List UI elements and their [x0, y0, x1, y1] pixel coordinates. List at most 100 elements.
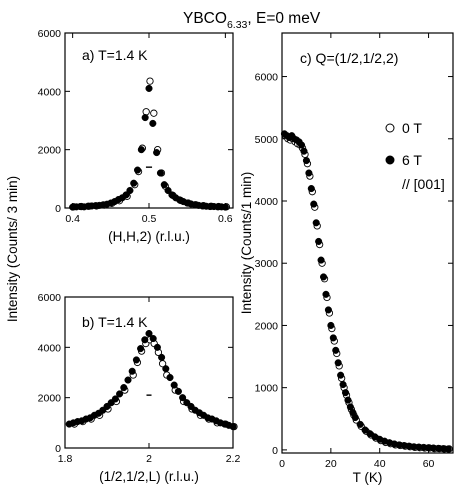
data-point-filled-b [174, 387, 182, 395]
data-point-filled-c [324, 306, 332, 314]
y-tick-label-c: 3000 [255, 258, 279, 270]
panel-b: 1.8 2 2.2 0 2000 4000 6000 b) T=1.4 K (1/2,1/2,L… [38, 292, 241, 484]
data-point-filled-c [339, 381, 347, 389]
data-point-filled-c [312, 219, 320, 227]
x-tick-label-b: 2 [146, 453, 152, 465]
data-point-filled-b [158, 353, 166, 361]
data-point-filled-a [221, 203, 229, 211]
x-axis-label-b: (1/2,1/2,L) (r.l.u.) [99, 469, 199, 484]
panel-c: 0 20 40 60 0 1000 2000 3000 4000 5000 6000 c) Q=(1/… [239, 32, 454, 485]
y-tick-label-b: 2000 [38, 393, 62, 405]
data-point-filled-a [126, 186, 134, 195]
plot-frame-c [281, 32, 454, 454]
data-point-filled-c [361, 426, 369, 434]
data-point-filled-a [153, 149, 161, 157]
data-point-filled-b [124, 376, 132, 384]
data-point-filled-b [132, 356, 140, 364]
legend-marker-filled [385, 155, 395, 165]
data-point-filled-c [444, 445, 452, 453]
data-point-filled-b [116, 390, 124, 398]
x-tick-label-c: 20 [325, 458, 337, 470]
data-point-filled-c [356, 420, 364, 428]
data-point-filled-c [332, 346, 340, 354]
legend-note: // [001] [402, 176, 445, 192]
data-point-open-a [150, 109, 158, 117]
data-point-filled-c [315, 237, 323, 245]
x-tick-label-a: 0.4 [65, 213, 80, 225]
x-tick-label-b: 2.2 [226, 453, 241, 465]
data-point-filled-c [310, 200, 318, 208]
data-point-filled-b [162, 365, 170, 373]
data-point-filled-c [302, 157, 310, 165]
legend-marker-open [385, 123, 395, 133]
data-point-filled-b [137, 345, 145, 353]
data-point-filled-c [305, 169, 313, 177]
y-tick-label-b: 4000 [38, 342, 62, 354]
x-tick-label-c: 40 [374, 458, 386, 470]
data-point-filled-c [319, 273, 328, 281]
data-point-filled-c [327, 321, 335, 329]
figure-title: YBCO6.33, E=0 meV [183, 10, 321, 31]
data-point-open-a [142, 108, 150, 116]
x-tick-label-b: 1.8 [58, 453, 73, 465]
x-axis-label-c: T (K) [353, 470, 383, 485]
data-point-filled-b [179, 394, 187, 402]
data-point-filled-c [307, 185, 315, 193]
left-y-axis-label: Intensity (Counts/ 3 min) [5, 176, 20, 322]
data-point-filled-a [145, 84, 153, 92]
data-point-filled-b [153, 343, 161, 351]
data-point-filled-c [329, 334, 337, 342]
data-point-filled-a [130, 179, 138, 187]
y-tick-label-a: 6000 [38, 28, 62, 40]
data-point-filled-b [166, 373, 174, 382]
x-tick-label-a: 0.6 [218, 213, 233, 225]
data-point-filled-c [297, 141, 306, 149]
panel-annotation-c: c) Q=(1/2,1/2,2) [300, 50, 398, 66]
data-point-filled-c [317, 256, 325, 264]
data-point-filled-c [334, 359, 342, 367]
data-point-filled-c [344, 396, 352, 404]
data-point-filled-b [149, 334, 157, 343]
data-point-filled-a [137, 146, 145, 154]
data-point-filled-c [300, 147, 308, 155]
data-point-filled-b [141, 336, 149, 344]
y-tick-label-b: 6000 [38, 292, 62, 304]
data-point-filled-c [341, 389, 350, 397]
y-tick-label-c: 6000 [255, 72, 279, 84]
y-tick-label-a: 2000 [38, 145, 62, 157]
data-point-filled-a [149, 119, 157, 127]
panel-a: 0.4 0.5 0.6 0 2000 4000 6000 a) T=1.4 K (H,H,2) … [38, 28, 234, 244]
data-point-filled-b [111, 395, 119, 403]
data-point-filled-a [156, 169, 165, 177]
data-point-filled-a [160, 181, 168, 189]
legend-label: 0 T [402, 120, 422, 136]
data-point-filled-a [141, 114, 149, 122]
data-point-filled-b [229, 423, 237, 431]
data-point-filled-c [351, 413, 359, 422]
data-point-filled-a [133, 166, 142, 174]
y-tick-label-c: 0 [272, 445, 278, 457]
panel-annotation-b: b) T=1.4 K [82, 314, 148, 330]
x-axis-label-a: (H,H,2) (r.l.u.) [108, 229, 190, 244]
data-point-filled-c [322, 290, 330, 298]
y-tick-label-a: 0 [55, 203, 61, 215]
legend-label: 6 T [402, 152, 422, 168]
data-point-open-a [146, 77, 154, 85]
y-tick-label-c: 5000 [255, 134, 279, 146]
data-point-filled-b [170, 381, 178, 389]
y-tick-label-a: 4000 [38, 86, 62, 98]
y-axis-label-c: Intensity (Counts/1 min) [239, 172, 254, 315]
x-tick-label-c: 0 [279, 458, 285, 470]
data-point-filled-b [128, 367, 136, 375]
y-tick-label-c: 4000 [255, 196, 279, 208]
x-tick-label-a: 0.5 [142, 213, 157, 225]
y-tick-label-c: 1000 [255, 383, 279, 395]
data-point-filled-b [145, 329, 153, 338]
y-tick-label-c: 2000 [255, 320, 279, 332]
data-point-filled-b [120, 384, 128, 392]
x-tick-label-c: 60 [423, 458, 435, 470]
panel-annotation-a: a) T=1.4 K [82, 47, 148, 63]
data-point-filled-c [337, 371, 345, 379]
y-tick-label-b: 0 [55, 443, 61, 455]
